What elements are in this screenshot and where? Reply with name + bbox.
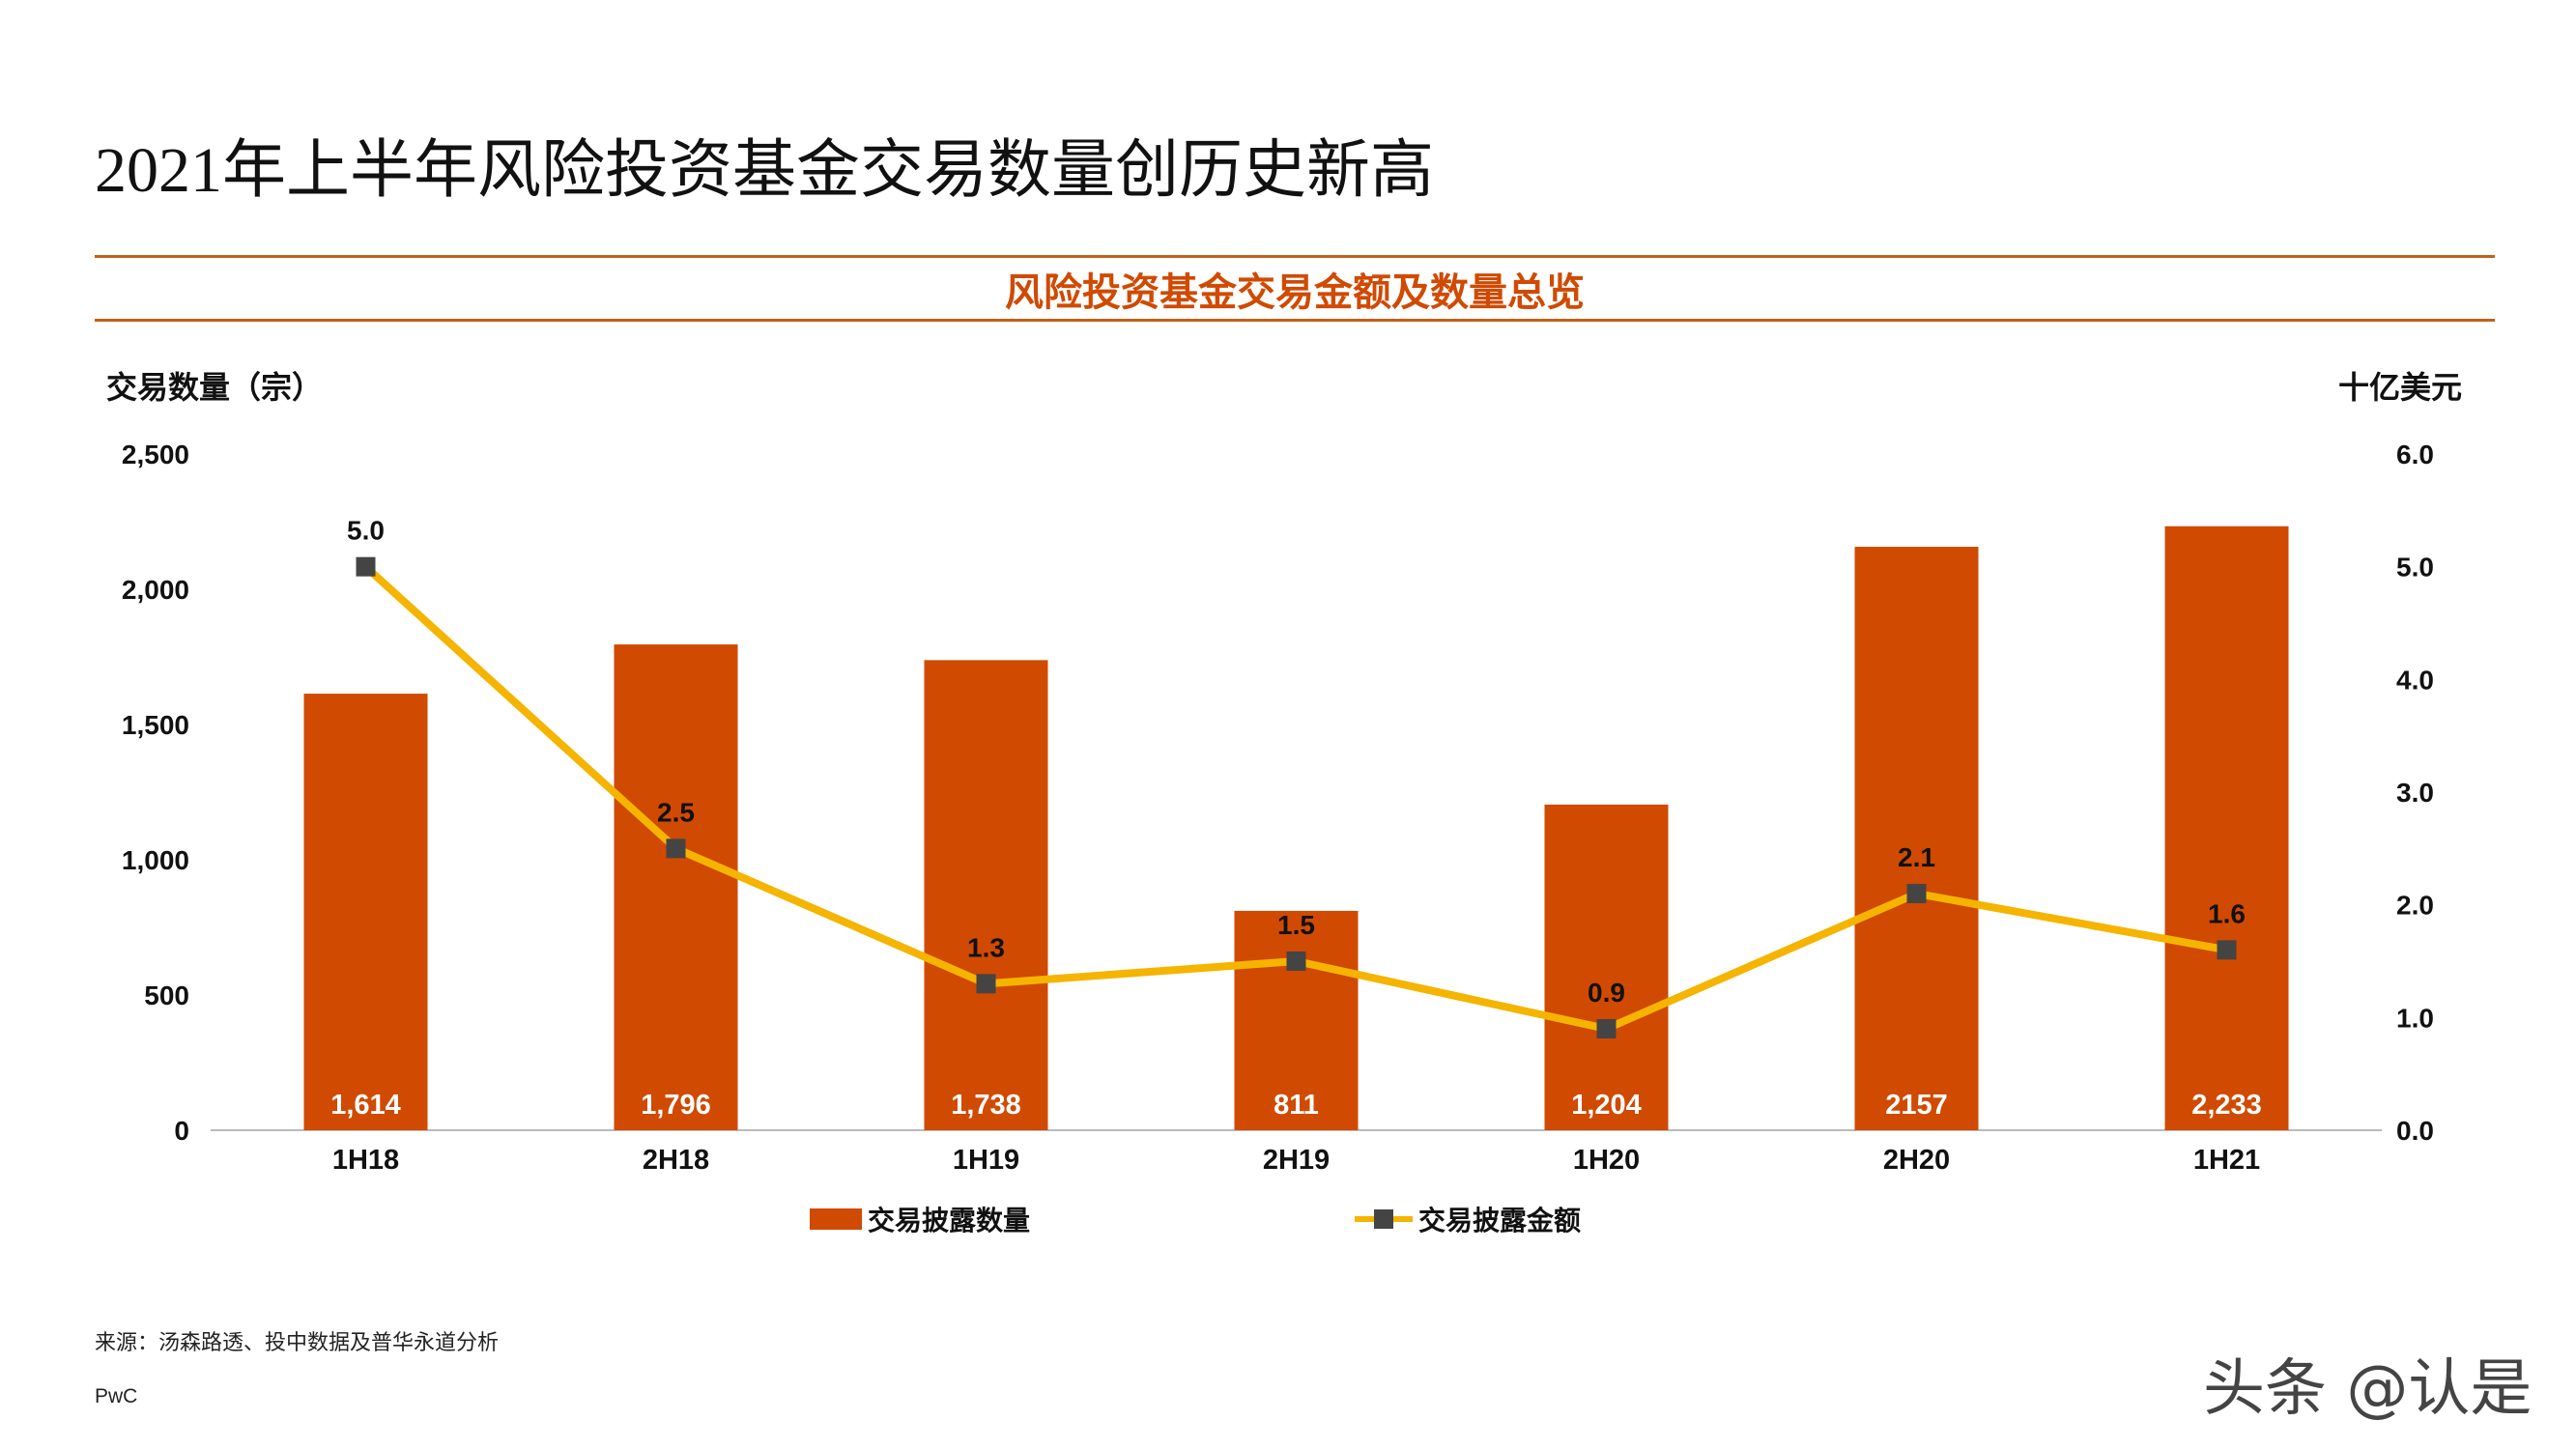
category-label: 1H20 xyxy=(1573,1145,1640,1176)
line-value-label: 5.0 xyxy=(347,516,385,546)
line-point-1H18 xyxy=(356,556,376,577)
left-tick-label: 2,500 xyxy=(122,440,189,469)
line-value-label: 0.9 xyxy=(1588,978,1625,1008)
category-label: 1H19 xyxy=(953,1145,1019,1176)
left-tick-label: 500 xyxy=(144,980,189,1010)
bar-1H19 xyxy=(924,660,1048,1130)
left-axis-ticks: 2,500 2,000 1,500 1,000 500 0 xyxy=(122,440,189,1146)
legend-bar-label: 交易披露数量 xyxy=(868,1205,1030,1236)
line-value-label: 2.5 xyxy=(657,797,695,827)
line-value-label: 1.3 xyxy=(967,932,1005,962)
bar-value-label: 2157 xyxy=(1885,1090,1948,1121)
line-point-1H19 xyxy=(976,974,996,994)
left-tick-label: 0 xyxy=(174,1116,189,1146)
category-label: 2H19 xyxy=(1263,1145,1330,1176)
left-tick-label: 2,000 xyxy=(122,575,189,605)
legend: 交易披露数量 交易披露金额 xyxy=(810,1205,1581,1236)
page-title: 2021年上半年风险投资基金交易数量创历史新高 xyxy=(95,135,1434,206)
bar-value-label: 811 xyxy=(1274,1090,1319,1121)
line-point-2H18 xyxy=(666,838,686,859)
right-axis-ticks: 6.0 5.0 4.0 3.0 2.0 1.0 0.0 xyxy=(2396,440,2434,1146)
top-rule xyxy=(95,255,2495,258)
right-tick-label: 2.0 xyxy=(2396,891,2434,921)
bar-1H18 xyxy=(303,694,428,1130)
source-note: 来源：汤森路透、投中数据及普华永道分析 xyxy=(95,1330,500,1354)
chart-subtitle: 风险投资基金交易金额及数量总览 xyxy=(1005,271,1585,314)
bar-2H19 xyxy=(1234,910,1359,1130)
bar-value-label: 1,204 xyxy=(1571,1090,1642,1121)
right-tick-label: 6.0 xyxy=(2396,440,2434,469)
bar-value-label: 1,738 xyxy=(951,1090,1021,1121)
right-tick-label: 0.0 xyxy=(2396,1116,2434,1146)
right-axis-title: 十亿美元 xyxy=(2338,370,2462,405)
right-tick-label: 1.0 xyxy=(2396,1003,2434,1033)
bar-value-labels: 1,614 1,796 1,738 811 1,204 2157 2,233 xyxy=(330,1090,2262,1121)
line-value-label: 2.1 xyxy=(1898,842,1935,872)
category-label: 2H18 xyxy=(643,1145,709,1176)
line-series: 5.0 2.5 1.3 1.5 0.9 2.1 1.6 xyxy=(347,516,2246,1038)
bar-value-label: 1,614 xyxy=(330,1090,401,1121)
watermark: 头条 @认是 xyxy=(2203,1353,2533,1425)
bar-value-label: 2,233 xyxy=(2191,1090,2262,1121)
left-tick-label: 1,000 xyxy=(122,845,189,875)
line-point-1H21 xyxy=(2217,940,2237,960)
legend-line-label: 交易披露金额 xyxy=(1418,1205,1581,1236)
category-label: 2H20 xyxy=(1883,1145,1950,1176)
bottom-rule xyxy=(95,319,2495,322)
brand-label: PwC xyxy=(95,1385,138,1407)
bar-2H18 xyxy=(614,644,738,1130)
bar-1H20 xyxy=(1544,804,1669,1130)
line-value-label: 1.6 xyxy=(2208,898,2246,928)
category-labels: 1H18 2H18 1H19 2H19 1H20 2H20 1H21 xyxy=(332,1145,2260,1176)
bar-2H20 xyxy=(1854,547,1979,1130)
legend-bar-swatch xyxy=(810,1208,862,1230)
bar-1H21 xyxy=(2164,526,2289,1130)
category-label: 1H18 xyxy=(332,1145,399,1176)
line-point-1H20 xyxy=(1596,1019,1617,1038)
line-point-2H19 xyxy=(1286,952,1306,971)
line-value-label: 1.5 xyxy=(1277,910,1315,940)
right-tick-label: 4.0 xyxy=(2396,665,2434,695)
bar-value-label: 1,796 xyxy=(641,1090,711,1121)
line-point-2H20 xyxy=(1906,884,1927,903)
legend-line-marker xyxy=(1374,1209,1393,1229)
right-tick-label: 5.0 xyxy=(2396,553,2434,582)
left-tick-label: 1,500 xyxy=(122,710,189,740)
left-axis-title: 交易数量（宗） xyxy=(106,370,323,405)
right-tick-label: 3.0 xyxy=(2396,778,2434,808)
category-label: 1H21 xyxy=(2193,1145,2260,1176)
bar-series xyxy=(303,526,2289,1130)
